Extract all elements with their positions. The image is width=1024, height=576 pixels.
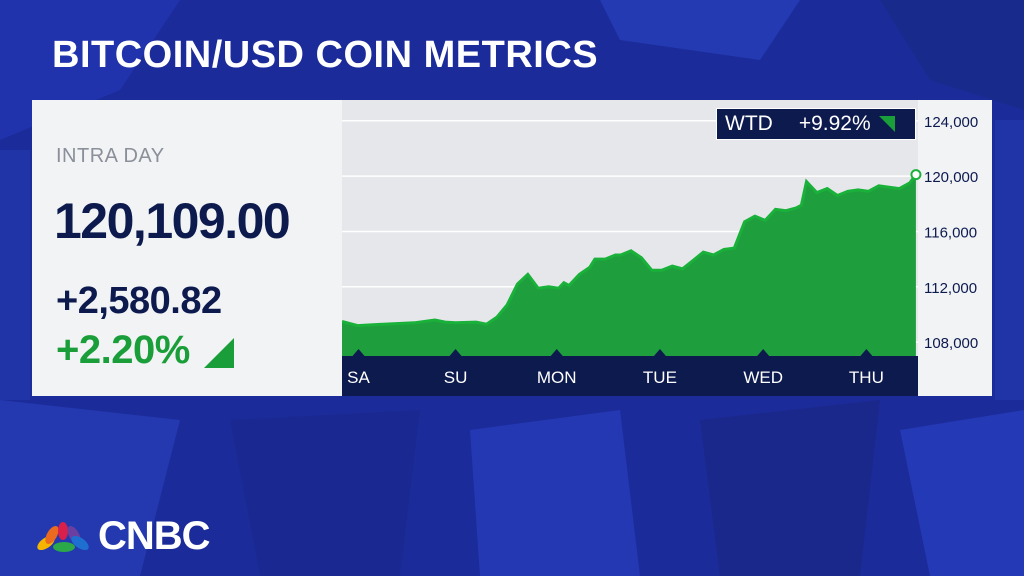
price-chart: 108,000 112,000 116,000 120,000 124,000 SA SU M…: [342, 100, 992, 396]
last-value-marker: [910, 169, 922, 181]
peacock-icon: [37, 521, 89, 552]
price-change: +2,580.82: [56, 280, 222, 322]
x-tick-marker: [550, 349, 563, 356]
y-tick-label: 120,000: [924, 169, 978, 186]
y-axis-panel: [918, 100, 992, 396]
price-value: 120,109.00: [54, 193, 291, 249]
x-tick-label: WED: [743, 368, 783, 387]
x-tick-marker: [449, 349, 462, 356]
x-tick-label: SA: [347, 368, 370, 387]
x-axis-bar: [342, 356, 918, 396]
x-tick-label: SU: [444, 368, 468, 387]
chart-title: BITCOIN/USD COIN METRICS: [52, 34, 599, 76]
wtd-badge: WTD +9.92%: [716, 108, 916, 140]
wtd-label: WTD: [725, 112, 773, 135]
up-arrow-icon: [203, 337, 234, 368]
up-arrow-icon: [878, 116, 895, 132]
x-tick-label: TUE: [643, 368, 677, 387]
intraday-label: INTRA DAY: [56, 145, 165, 167]
percent-change-row: +2.20%: [56, 328, 234, 373]
percent-change: +2.20%: [56, 328, 190, 372]
wtd-value: +9.92%: [798, 112, 871, 135]
x-tick-marker: [860, 349, 873, 356]
x-tick-marker: [352, 349, 365, 356]
quote-panel: INTRA DAY 120,109.00 +2,580.82 +2.20%: [32, 100, 342, 396]
x-tick-label: MON: [537, 368, 577, 387]
x-tick-marker: [757, 349, 770, 356]
cnbc-logo: CNBC: [34, 514, 211, 559]
x-tick-label: THU: [849, 368, 884, 387]
y-tick-label: 124,000: [924, 114, 978, 131]
brand-name: CNBC: [98, 514, 211, 558]
y-tick-label: 108,000: [924, 335, 978, 352]
y-tick-label: 116,000: [924, 224, 977, 241]
chart-svg: 108,000 112,000 116,000 120,000 124,000 SA SU M…: [342, 100, 992, 396]
area-series: [342, 174, 916, 356]
y-tick-label: 112,000: [924, 280, 977, 297]
x-tick-marker: [653, 349, 666, 356]
series-line: [342, 173, 918, 328]
